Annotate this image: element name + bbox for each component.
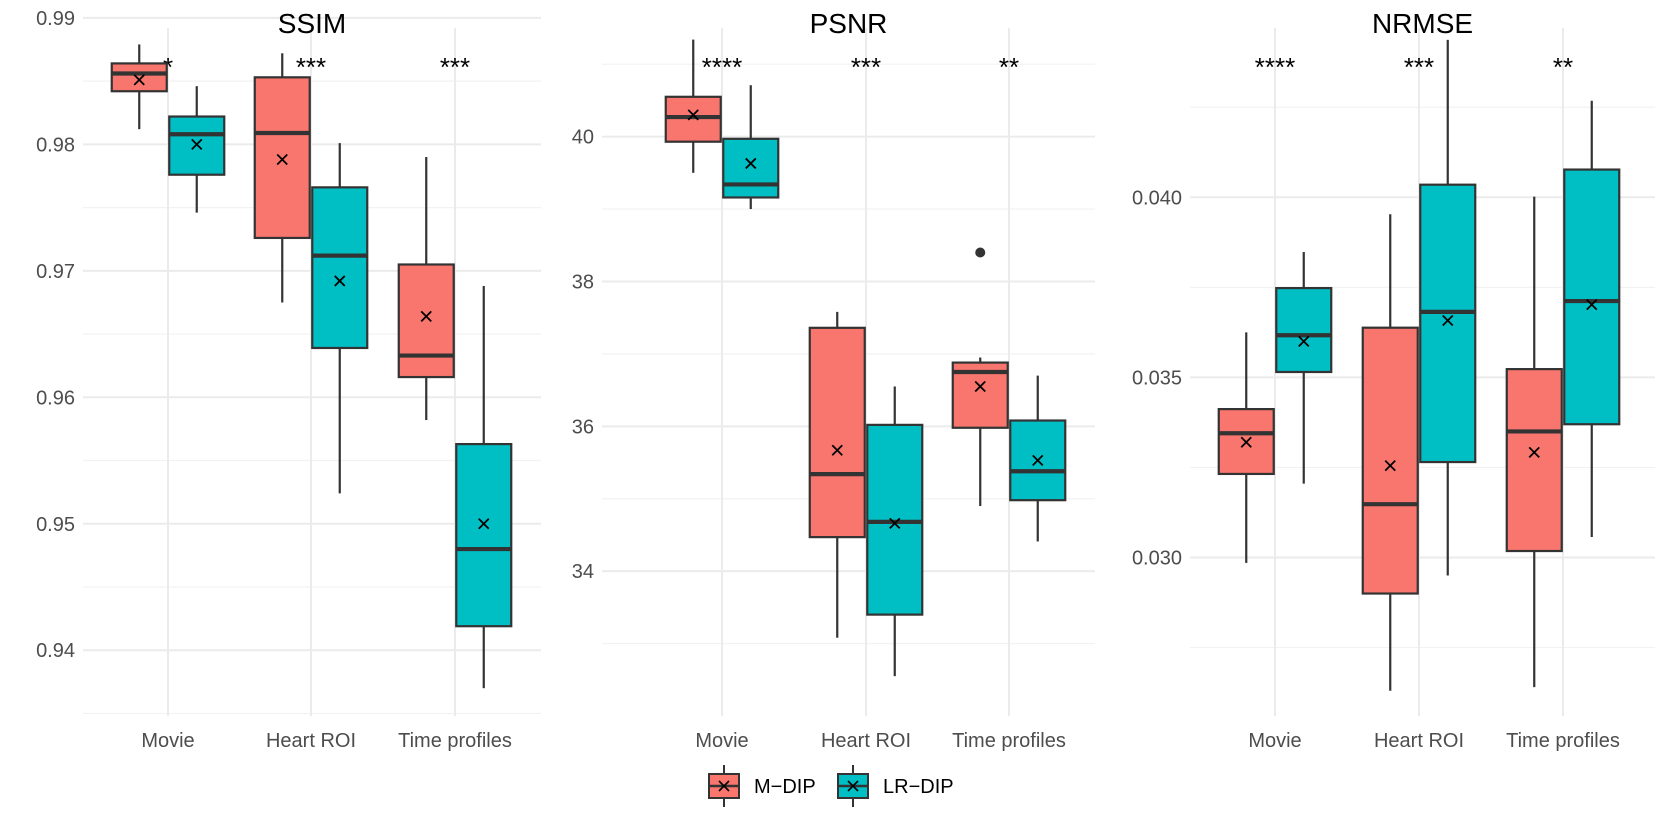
box-body (1275, 286, 1333, 374)
x-tick-label: Heart ROI (1374, 730, 1464, 752)
box-body (311, 186, 369, 350)
box-mdip (253, 53, 311, 303)
mean-marker (1528, 446, 1540, 458)
box-mdip (397, 157, 455, 421)
x-tick-label: Time profiles (952, 730, 1066, 752)
x-tick-label: Heart ROI (821, 730, 911, 752)
y-tick-label: 0.95 (36, 514, 75, 536)
box-mdip (951, 247, 1009, 506)
mean-marker (420, 310, 432, 322)
x-tick-label: Movie (695, 730, 748, 752)
y-tick-label: 40 (572, 127, 594, 149)
box-body (866, 423, 924, 616)
panel-title: SSIM (278, 8, 346, 39)
significance-label: ** (1553, 52, 1573, 82)
y-tick-label: 36 (572, 416, 594, 438)
y-tick-label: 0.040 (1132, 187, 1182, 209)
box-lrdip (168, 86, 226, 213)
y-tick-label: 0.99 (36, 8, 75, 30)
box-body (1361, 326, 1419, 595)
significance-label: **** (1255, 52, 1295, 82)
panel-ssim: SSIM 0.94 0.95 0.96 0.97 0.98 0.99 Movie Heart R… (36, 8, 541, 752)
mean-marker (745, 157, 757, 170)
box-mdip (1505, 196, 1563, 688)
x-tick-label: Movie (141, 730, 194, 752)
y-tick-label: 0.94 (36, 640, 75, 662)
significance-label: *** (851, 52, 881, 82)
mean-marker (1442, 314, 1454, 327)
x-tick-label: Time profiles (1506, 730, 1620, 752)
panel-psnr: PSNR 34 36 38 40 Movie Heart ROI Time profiles *… (572, 8, 1095, 752)
box-mdip (664, 39, 722, 173)
box-mdip (110, 44, 168, 130)
mean-marker (687, 109, 699, 121)
panel-nrmse: NRMSE 0.030 0.035 0.040 Movie Heart ROI Time p… (1132, 8, 1655, 752)
mean-marker (191, 138, 203, 150)
legend: M−DIP LR−DIP (708, 765, 954, 807)
significance-label: ** (999, 52, 1019, 82)
box-lrdip (1563, 100, 1621, 537)
mean-marker (1240, 436, 1252, 448)
mean-marker (1384, 460, 1396, 472)
significance-label: **** (702, 52, 742, 82)
legend-label: M−DIP (754, 776, 816, 798)
legend-item-lrdip: LR−DIP (837, 765, 954, 807)
mean-marker (133, 74, 145, 86)
box-body (1419, 183, 1477, 464)
y-tick-label: 0.035 (1132, 367, 1182, 389)
box-body (664, 95, 722, 143)
mean-marker (276, 153, 288, 166)
mean-marker (974, 380, 986, 393)
box-body (1009, 419, 1067, 502)
box-mdip (1217, 332, 1275, 563)
mean-marker (889, 517, 901, 529)
box-lrdip (866, 386, 924, 677)
box-lrdip (455, 286, 513, 689)
mean-marker (478, 518, 490, 530)
mean-marker (1032, 454, 1044, 466)
y-tick-label: 38 (572, 271, 594, 293)
box-body (397, 263, 455, 379)
panels: SSIM 0.94 0.95 0.96 0.97 0.98 0.99 Movie Heart R… (36, 8, 1655, 752)
box-body (808, 326, 866, 539)
mean-marker (831, 444, 843, 456)
box-lrdip (1009, 375, 1067, 542)
box-body (722, 137, 780, 199)
y-tick-label: 0.96 (36, 387, 75, 409)
panel-title: NRMSE (1372, 8, 1473, 39)
box-body (455, 442, 513, 628)
mean-marker (1586, 299, 1598, 311)
x-tick-label: Time profiles (398, 730, 512, 752)
legend-item-mdip: M−DIP (708, 765, 816, 807)
box-body (1563, 168, 1621, 426)
panel-title: PSNR (810, 8, 888, 39)
mean-marker (334, 275, 346, 287)
y-tick-label: 0.030 (1132, 548, 1182, 570)
mean-marker (1298, 335, 1310, 348)
x-tick-label: Movie (1248, 730, 1301, 752)
box-lrdip (311, 143, 369, 494)
box-body (253, 76, 311, 240)
box-lrdip (1275, 252, 1333, 484)
legend-label: LR−DIP (883, 776, 954, 798)
x-tick-label: Heart ROI (266, 730, 356, 752)
box-mdip (1361, 214, 1419, 691)
box-body (110, 62, 168, 93)
box-lrdip (1419, 39, 1477, 576)
box-body (1505, 368, 1563, 553)
y-tick-label: 34 (572, 561, 594, 583)
significance-label: *** (1404, 52, 1434, 82)
y-tick-label: 0.97 (36, 261, 75, 283)
y-tick-label: 0.98 (36, 134, 75, 156)
box-mdip (808, 311, 866, 638)
significance-label: *** (440, 52, 470, 82)
significance-label: * (163, 52, 173, 82)
box-lrdip (722, 85, 780, 210)
outlier-point (975, 247, 986, 258)
